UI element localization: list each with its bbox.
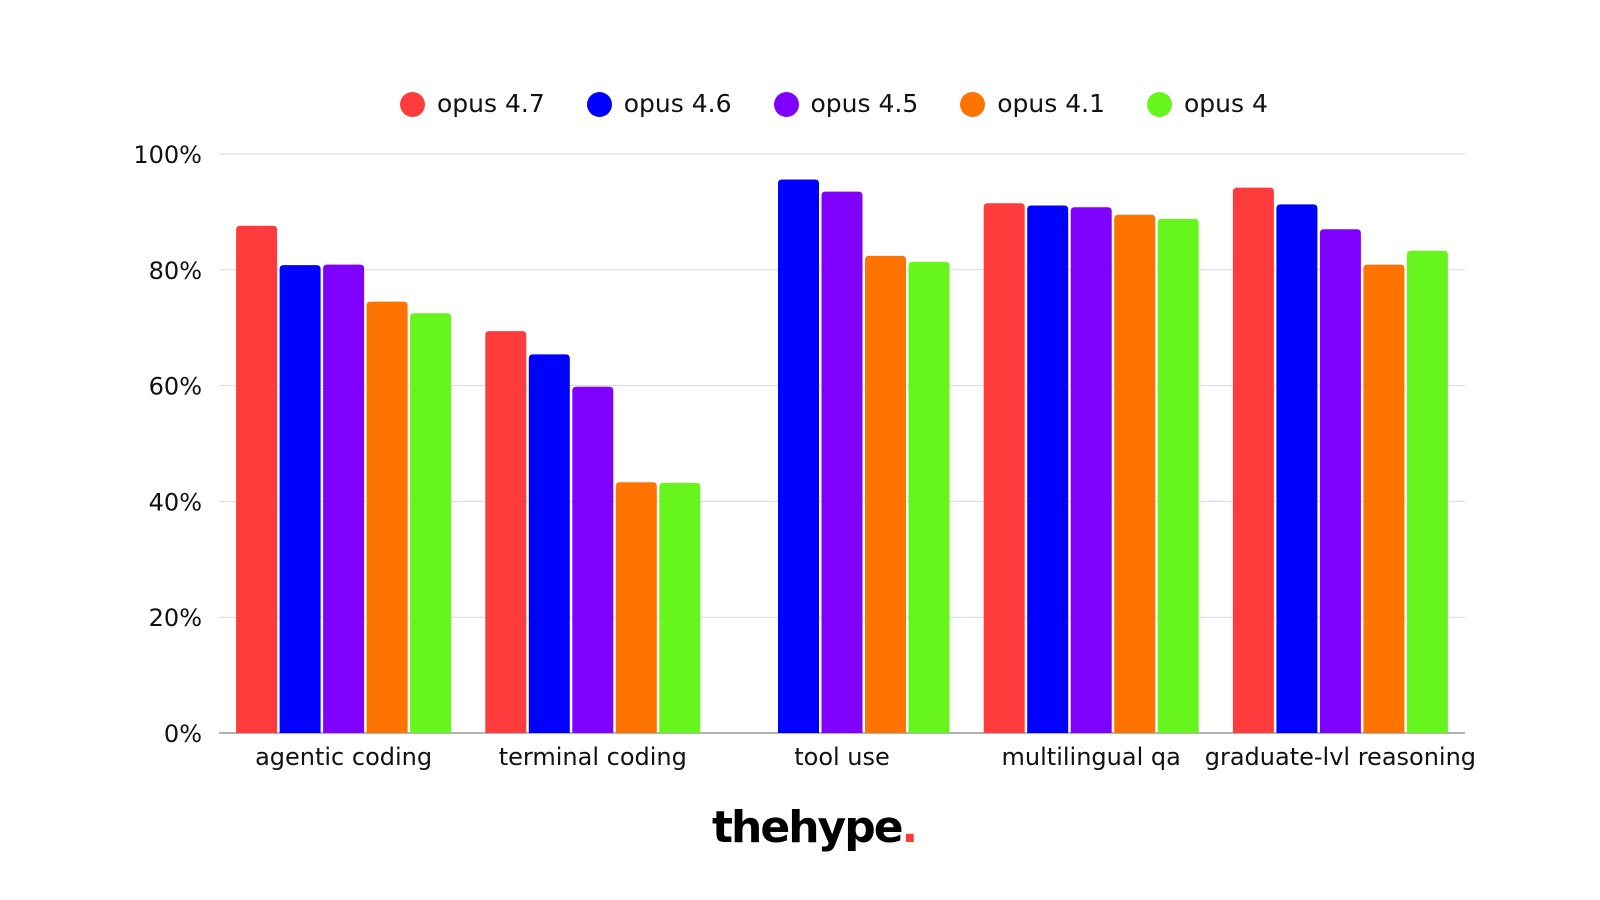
bar-opus-4-7-graduate-lvl-reasoning [1232,187,1274,733]
legend-swatch [586,91,612,117]
bar-opus-4-5-agentic-coding [323,264,365,733]
bar-opus-4-6-tool-use [778,179,819,733]
bar-opus-4-5-tool-use [821,191,863,733]
legend-label: opus 4.6 [623,89,732,118]
y-tick-label: 0% [164,720,202,748]
legend-item: opus 4.5 [773,86,919,122]
bar-opus-4-1-tool-use [865,255,906,734]
bar-opus-4-1-agentic-coding [366,301,408,733]
legend-label: opus 4.5 [810,89,919,118]
bar-opus-4-agentic-coding [410,313,452,733]
legend-swatch [960,91,986,117]
logo-text: thehype [712,802,904,853]
bar-opus-4-1-terminal-coding [615,482,657,733]
bar-opus-4-5-terminal-coding [572,386,614,733]
x-axis-ticks: agentic coding terminal coding tool use mul… [255,743,1476,771]
bars [236,179,1448,734]
thehype-logo: thehype. [712,800,918,870]
x-tick-label: agentic coding [255,743,432,771]
legend-label: opus 4.1 [997,89,1105,118]
bar-opus-4-1-graduate-lvl-reasoning [1363,264,1405,733]
x-tick-label: terminal coding [499,743,687,771]
bar-opus-4-7-terminal-coding [485,331,527,733]
bar-opus-4-graduate-lvl-reasoning [1406,250,1448,733]
y-tick-label: 40% [149,488,202,516]
y-tick-label: 80% [149,257,202,285]
bar-opus-4-6-terminal-coding [528,354,570,733]
bar-opus-4-6-multilingual-qa [1027,205,1069,733]
legend-label: opus 4 [1184,89,1268,118]
legend-swatch [773,91,799,117]
bar-opus-4-6-graduate-lvl-reasoning [1276,204,1318,734]
y-tick-label: 100% [133,141,202,169]
legend: opus 4.7 opus 4.6 opus 4.5 opus 4.1 opus 4 [400,86,1310,122]
legend-item: opus 4 [1147,86,1268,122]
bar-opus-4-7-agentic-coding [236,225,278,733]
bar-opus-4-5-graduate-lvl-reasoning [1319,229,1361,733]
y-tick-label: 60% [149,373,202,401]
logo-dot: . [901,802,919,853]
bar-opus-4-multilingual-qa [1157,218,1199,733]
bar-opus-4-7-multilingual-qa [983,203,1025,734]
bar-opus-4-tool-use [908,261,950,733]
legend-swatch [1147,91,1172,117]
bar-opus-4-terminal-coding [659,482,701,733]
bar-opus-4-6-agentic-coding [279,265,321,733]
bar-opus-4-1-multilingual-qa [1114,214,1156,734]
bar-opus-4-5-multilingual-qa [1070,207,1112,733]
legend-label: opus 4.7 [437,89,545,118]
y-axis-ticks: 0% 20% 40% 60% 80% 100% [133,141,202,748]
legend-item: opus 4.1 [960,86,1105,122]
x-tick-label: graduate-lvl reasoning [1205,743,1476,771]
x-tick-label: tool use [794,743,890,771]
legend-swatch [400,91,425,117]
x-tick-label: multilingual qa [1002,743,1181,771]
legend-item: opus 4.7 [400,86,545,122]
legend-item: opus 4.6 [586,86,732,122]
y-tick-label: 20% [149,604,202,632]
